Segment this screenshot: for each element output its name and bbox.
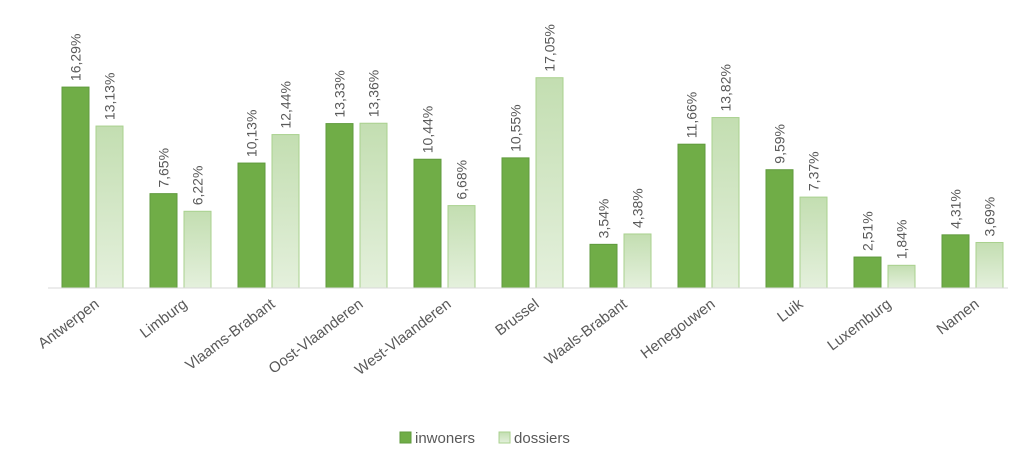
value-label: 16,29%: [68, 34, 84, 81]
bar: [183, 210, 212, 289]
value-label: 10,44%: [420, 106, 436, 153]
bar: [271, 134, 300, 289]
value-label: 3,54%: [596, 199, 612, 239]
bar: [447, 205, 476, 289]
bar: [975, 241, 1004, 289]
value-label: 6,22%: [190, 166, 206, 206]
bar: [799, 196, 828, 289]
bar: [61, 86, 90, 289]
bar: [765, 169, 794, 289]
x-tick-label: Vlaams-Brabant: [182, 295, 279, 374]
value-label: 7,65%: [156, 148, 172, 188]
bar: [623, 233, 652, 289]
value-label: 3,69%: [982, 197, 998, 237]
value-label: 17,05%: [542, 24, 558, 71]
bar: [887, 264, 916, 289]
bar: [237, 162, 266, 289]
x-tick-label: Waals-Brabant: [541, 295, 631, 368]
bar: [941, 234, 970, 289]
bar: [501, 157, 530, 289]
value-label: 6,68%: [454, 160, 470, 200]
x-tick-label: Luxemburg: [824, 296, 894, 355]
value-label: 2,51%: [860, 211, 876, 251]
x-tick-label: Brussel: [492, 296, 542, 340]
x-tick-label: Henegouwen: [638, 296, 719, 363]
bar: [535, 77, 564, 289]
value-label: 13,13%: [102, 73, 118, 120]
legend-label: dossiers: [514, 430, 570, 447]
value-label: 10,55%: [508, 104, 524, 151]
x-tick-label: Limburg: [137, 296, 191, 342]
value-label: 1,84%: [894, 220, 910, 260]
value-label: 13,82%: [718, 64, 734, 111]
legend-label: inwoners: [415, 430, 475, 447]
bar: [325, 123, 354, 289]
bar: [589, 243, 618, 289]
bar: [413, 158, 442, 289]
x-tick-label: Antwerpen: [35, 296, 103, 353]
value-label: 4,31%: [948, 189, 964, 229]
value-label: 10,13%: [244, 110, 260, 157]
x-tick-label: West-Vlaanderen: [352, 296, 455, 379]
value-label: 7,37%: [806, 151, 822, 191]
value-label: 13,36%: [366, 70, 382, 117]
bar: [711, 117, 740, 289]
legend-swatch: [399, 431, 412, 444]
bar: [95, 125, 124, 289]
value-label: 12,44%: [278, 81, 294, 128]
bar: [359, 122, 388, 289]
value-label: 13,33%: [332, 70, 348, 117]
bar: [149, 193, 178, 289]
value-label: 11,66%: [684, 92, 700, 138]
bar: [853, 256, 882, 289]
bar: [677, 143, 706, 289]
x-tick-label: Luik: [774, 295, 807, 325]
value-label: 4,38%: [630, 188, 646, 228]
value-label: 9,59%: [772, 124, 788, 164]
x-tick-label: Namen: [934, 296, 983, 339]
legend-swatch: [498, 431, 511, 444]
